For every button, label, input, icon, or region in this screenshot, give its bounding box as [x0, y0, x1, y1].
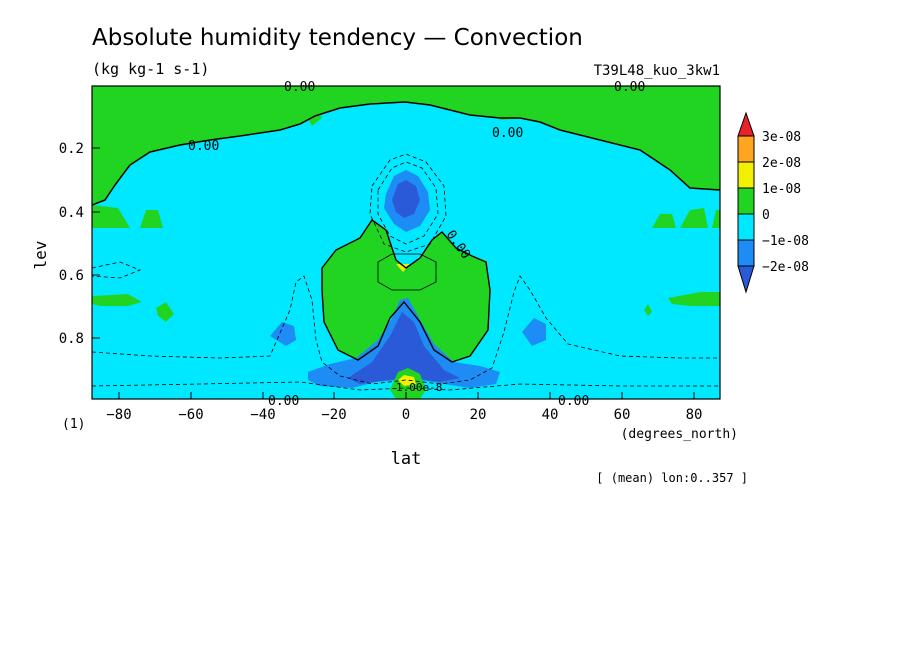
contour-lines-negative — [92, 153, 720, 391]
y-tick-label: 0.8 — [59, 331, 84, 347]
x-tick-label: 60 — [614, 407, 631, 423]
contour-line-tower-inner — [377, 253, 437, 291]
fill-yellow-surface — [398, 375, 416, 386]
fill-green-top-band — [92, 86, 720, 205]
contour-label: 0.00 — [492, 126, 523, 141]
x-axis-units: (degrees_north) — [621, 427, 738, 442]
x-tick-label: 80 — [686, 407, 703, 423]
contour-label: 0.00 — [268, 394, 299, 409]
colorbar-label: −1e-08 — [762, 234, 809, 249]
fill-green-left-mid-2 — [156, 302, 174, 322]
y-axis: 0.2 0.4 0.6 0.8 lev (1) — [31, 141, 100, 432]
fill-green-left-edge — [92, 205, 130, 228]
colorbar-swatch-green — [737, 187, 755, 215]
fill-green-right-edge — [712, 210, 720, 228]
chart-title: Absolute humidity tendency — Convection — [92, 25, 583, 51]
y-tick-label: 0.2 — [59, 141, 84, 157]
fill-deepblue-lower-core — [348, 312, 460, 384]
colorbar: 3e-08 2e-08 1e-08 0 −1e-08 −2e-08 — [737, 111, 809, 294]
contour-line-zero-upper — [92, 101, 720, 206]
colorbar-swatch-yellow — [737, 161, 755, 189]
colorbar-label: −2e-08 — [762, 260, 809, 275]
y-tick-label: 0.4 — [59, 205, 84, 221]
fill-yellow-tower — [396, 264, 410, 272]
x-tick-label: −80 — [106, 407, 131, 423]
fill-blue-left-patch — [270, 322, 296, 346]
contour-label: 0.00 — [284, 80, 315, 95]
colorbar-arrow-top — [737, 111, 755, 137]
fill-deepblue-upper-core — [392, 180, 420, 218]
averaging-note: [ (mean) lon:0..357 ] — [596, 471, 748, 485]
colorbar-label: 0 — [762, 208, 770, 223]
fill-green-top-island-2 — [496, 108, 530, 120]
fill-green-right-mid-2 — [644, 304, 652, 316]
x-tick-label: 20 — [470, 407, 487, 423]
run-name-label: T39L48_kuo_3kw1 — [594, 63, 720, 79]
colorbar-label: 3e-08 — [762, 130, 801, 145]
contour-label: 0.00 — [558, 394, 589, 409]
x-tick-label: 40 — [542, 407, 559, 423]
contour-plot-area — [92, 86, 720, 399]
x-tick-label: −20 — [321, 407, 346, 423]
colorbar-label: 1e-08 — [762, 182, 801, 197]
contour-label: 1.00e-8 — [396, 381, 442, 394]
x-tick-label: 0 — [402, 407, 410, 423]
colorbar-swatch-cyan — [737, 213, 755, 241]
colorbar-swatch-blue — [737, 239, 755, 267]
fill-green-right-lobe — [652, 214, 676, 228]
fill-green-right-lobe-2 — [680, 208, 708, 228]
fill-green-left-lobe — [140, 210, 163, 228]
x-axis: −80 −60 −40 −20 0 20 40 60 80 (degrees_n… — [106, 392, 738, 469]
fill-blue-right-patch — [522, 318, 546, 346]
units-label: (kg kg-1 s-1) — [92, 60, 209, 78]
fill-green-left-mid — [92, 294, 142, 306]
x-tick-label: −40 — [250, 407, 275, 423]
y-axis-label: lev — [31, 241, 50, 270]
y-axis-units: (1) — [62, 417, 85, 432]
fill-green-right-mid — [668, 292, 720, 306]
colorbar-swatch-orange — [737, 135, 755, 163]
contour-label: 0.00 — [614, 80, 645, 95]
contour-line-zero-tower — [321, 219, 491, 363]
x-axis-label: lat — [391, 449, 422, 469]
colorbar-label: 2e-08 — [762, 156, 801, 171]
contour-label: 0.00 — [188, 139, 219, 154]
fill-green-central-tower — [322, 220, 490, 362]
colorbar-arrow-bottom — [737, 265, 755, 294]
x-tick-label: −60 — [178, 407, 203, 423]
y-tick-label: 0.6 — [59, 268, 84, 284]
